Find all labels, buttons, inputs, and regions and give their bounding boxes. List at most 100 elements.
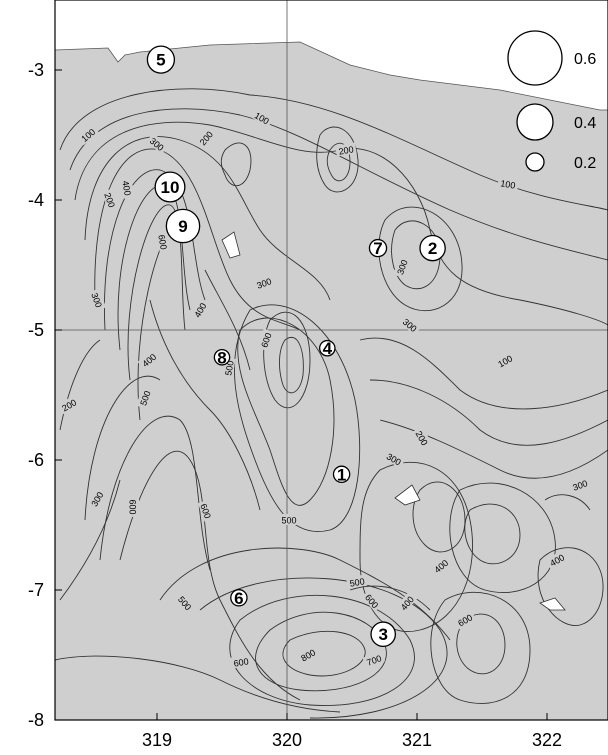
station-marker-8: 8	[213, 348, 231, 367]
contour-label-text: 500	[349, 576, 366, 588]
station-circle	[165, 208, 201, 244]
contour-label-text: 100	[500, 178, 517, 190]
contour-label-text: 300	[395, 258, 410, 276]
y-axis-tick-labels: -3 -4 -5 -6 -7 -8	[28, 60, 44, 730]
station-label: 8	[217, 348, 226, 367]
contour-label-text: 300	[255, 276, 273, 291]
map-artifacts	[221, 231, 566, 611]
contour-label-bg	[382, 448, 406, 469]
legend-label: 0.2	[574, 155, 596, 172]
contour-label-bg	[568, 475, 592, 494]
contour-label-bg	[256, 328, 275, 352]
contour-label: 400	[120, 177, 135, 199]
contour-label: 300	[252, 273, 276, 292]
contour-label-bg	[156, 231, 171, 253]
contour-label: 500	[135, 386, 154, 410]
contour-label: 500	[279, 514, 299, 526]
y-tick-label: -5	[28, 320, 44, 340]
contour-label: 700	[362, 650, 386, 669]
contour-label: 200	[335, 142, 357, 157]
x-tick-label: 320	[272, 730, 302, 750]
station-circle	[368, 238, 388, 258]
contour-label: 600	[128, 497, 139, 517]
contour-label-bg	[346, 574, 368, 589]
contour-label-bg	[174, 591, 197, 614]
contour-label: 600	[230, 654, 252, 669]
x-tick-label: 319	[142, 730, 172, 750]
station-label: 3	[378, 625, 387, 644]
contour-label-bg	[392, 255, 411, 279]
legend-label: 0.4	[574, 115, 596, 132]
contour-label-text: 300	[89, 291, 104, 309]
station-label: 7	[373, 239, 382, 258]
contour-label-bg	[250, 107, 274, 128]
contour-label-text: 500	[138, 389, 153, 407]
contour-label-text: 600	[128, 499, 138, 514]
station-circle	[419, 234, 446, 262]
contour-label: 500	[346, 574, 368, 589]
contour-label-text: 600	[259, 331, 274, 349]
contour-label-bg	[252, 273, 276, 292]
contour-label-bg	[197, 499, 216, 523]
contour-label: 600	[156, 231, 171, 253]
contour-label-bg	[146, 132, 169, 155]
station-marker-1: 1	[332, 465, 351, 484]
contour-label-text: 600	[198, 502, 213, 520]
y-tick-label: -7	[28, 580, 44, 600]
contour-label-text: 200	[102, 191, 117, 209]
contour-label-bg	[361, 589, 384, 612]
y-tick-label: -4	[28, 190, 44, 210]
station-circle	[332, 465, 351, 484]
station-label: 5	[156, 51, 165, 70]
contour-label-bg	[194, 126, 217, 149]
station-markers: 1 2 3 4 5 6 7 8 9 10	[146, 45, 446, 647]
station-marker-2: 2	[419, 234, 446, 262]
contour-label: 100	[497, 176, 519, 191]
land-area	[55, 41, 608, 720]
contour-label: 300	[392, 255, 411, 279]
x-tick-label: 321	[402, 730, 432, 750]
contour-label-bg	[101, 188, 120, 212]
contour-label-bg	[88, 288, 107, 312]
contour-label-bg	[135, 386, 154, 410]
x-tick-label: 322	[532, 730, 562, 750]
contour-label-bg	[120, 177, 135, 199]
y-tick-label: -3	[28, 60, 44, 80]
legend: 0.6 0.4 0.2	[507, 30, 596, 172]
contour-label: 600	[197, 499, 216, 523]
contour-label-bg	[395, 591, 418, 614]
contour-label: 200	[101, 188, 120, 212]
y-tick-label: -8	[28, 710, 44, 730]
station-marker-9: 9	[165, 208, 201, 244]
y-tick-label: -6	[28, 450, 44, 470]
contour-label-text: 400	[120, 180, 132, 197]
contour-label-bg	[230, 654, 252, 669]
legend-circle	[507, 30, 563, 86]
station-circle	[230, 589, 248, 607]
station-marker-4: 4	[318, 339, 336, 358]
contour-label: 300	[568, 475, 592, 494]
contour-lines	[55, 88, 608, 719]
contour-label-text: 300	[571, 478, 589, 493]
contour-label: 300	[88, 288, 107, 312]
station-label: 4	[323, 339, 333, 358]
contour-label-bg	[453, 609, 477, 630]
contour-label-text: 500	[281, 516, 296, 526]
x-axis-tick-labels: 319 320 321 322	[142, 730, 562, 750]
station-circle	[370, 621, 397, 647]
contour-label-text: 600	[233, 656, 250, 668]
contour-label-bg	[137, 348, 160, 371]
contour-label-bg	[497, 176, 519, 191]
station-marker-3: 3	[370, 621, 397, 647]
station-label: 9	[178, 217, 187, 236]
contour-label: 600	[256, 328, 275, 352]
station-label: 6	[234, 589, 243, 608]
contour-label-bg	[429, 554, 452, 577]
axis-ticks	[55, 69, 548, 721]
station-label: 2	[428, 239, 437, 258]
map-frame	[54, 0, 608, 721]
legend-circle	[516, 103, 554, 141]
station-marker-6: 6	[230, 589, 248, 608]
contour-label-text: 200	[338, 144, 355, 156]
